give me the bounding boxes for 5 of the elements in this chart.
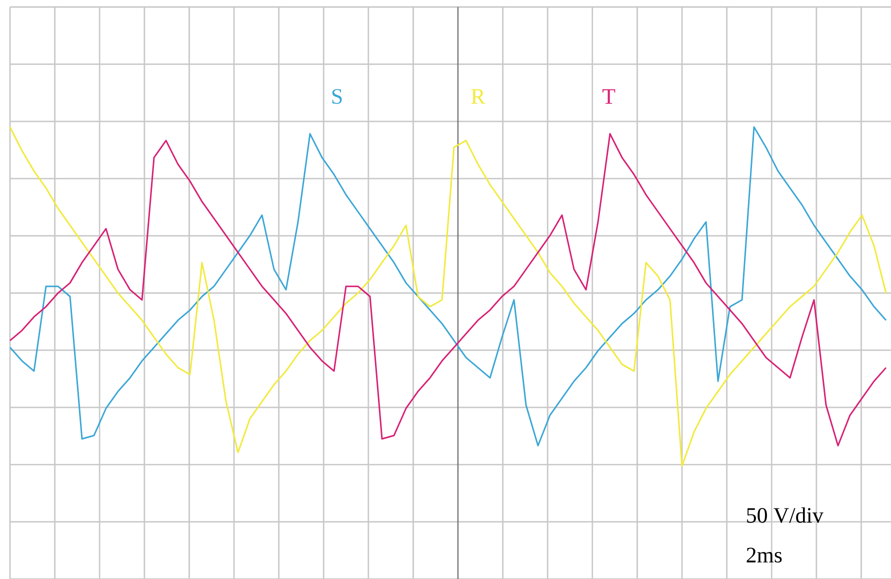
text: 50 V/div — [747, 507, 824, 523]
series-label: S — [332, 89, 342, 104]
series-label: T — [602, 89, 616, 104]
series-label: R — [471, 89, 486, 104]
text: 2ms — [746, 548, 782, 563]
